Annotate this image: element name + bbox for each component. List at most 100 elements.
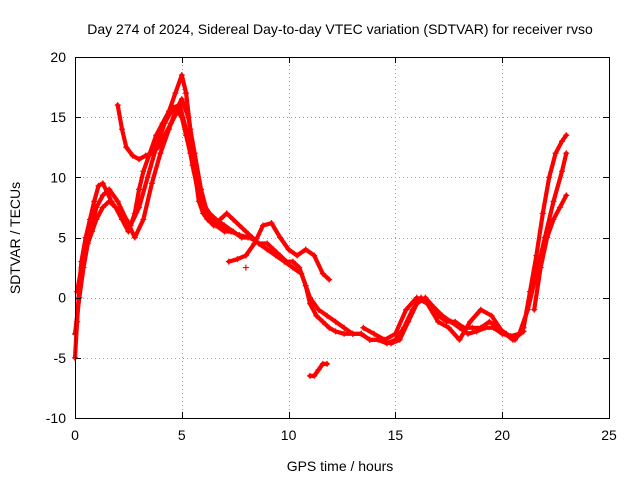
y-tick-label: 0 xyxy=(58,290,66,306)
data-point xyxy=(118,126,125,133)
data-point xyxy=(277,234,284,241)
data-point xyxy=(559,168,566,175)
y-tick-label: -5 xyxy=(54,350,67,366)
data-point xyxy=(456,336,463,343)
data-point xyxy=(142,152,149,159)
y-tick-label: 10 xyxy=(50,169,66,185)
data-point xyxy=(360,324,367,331)
y-tick-label: 5 xyxy=(58,230,66,246)
data-point xyxy=(183,90,190,97)
data-point xyxy=(140,216,147,223)
data-point xyxy=(148,180,155,187)
y-tick-label: 20 xyxy=(50,49,66,65)
data-point xyxy=(482,324,489,331)
series-track-e xyxy=(225,220,333,283)
data-point xyxy=(129,152,136,159)
data-point xyxy=(467,318,474,325)
data-point xyxy=(524,306,531,313)
y-tick-label: 15 xyxy=(50,109,66,125)
data-point xyxy=(341,324,348,331)
data-point xyxy=(422,294,429,301)
data-point xyxy=(477,306,484,313)
series-line xyxy=(361,295,526,342)
data-point xyxy=(439,312,446,319)
x-tick-label: 10 xyxy=(281,427,297,443)
data-point xyxy=(381,336,388,343)
data-point xyxy=(413,294,420,301)
data-point xyxy=(413,300,420,307)
data-point xyxy=(210,220,217,227)
data-point xyxy=(136,156,143,163)
data-point xyxy=(319,318,326,325)
data-point xyxy=(189,162,196,169)
data-point xyxy=(371,330,378,337)
data-point xyxy=(469,324,476,331)
series-line xyxy=(532,193,569,312)
data-point xyxy=(358,330,365,337)
data-point xyxy=(227,228,234,235)
data-point xyxy=(326,276,333,283)
data-point xyxy=(225,258,232,265)
data-point xyxy=(202,210,209,217)
data-point xyxy=(242,252,249,259)
data-point xyxy=(298,270,305,277)
data-point xyxy=(332,328,339,335)
data-point xyxy=(264,240,271,247)
data-point xyxy=(403,306,410,313)
data-point xyxy=(388,340,395,347)
data-point xyxy=(366,336,373,343)
data-point xyxy=(285,246,292,253)
x-tick-label: 25 xyxy=(601,427,617,443)
data-point xyxy=(157,150,164,157)
y-tick-label: -10 xyxy=(46,410,66,426)
x-axis-title: GPS time / hours xyxy=(287,458,394,474)
data-point xyxy=(537,264,544,271)
data-point xyxy=(392,330,399,337)
isolated-point xyxy=(242,264,249,271)
series-track-d xyxy=(74,102,252,295)
data-point xyxy=(546,174,553,181)
axis-ticks: 0 5 10 15 20 25 -10 -5 0 5 10 15 20 xyxy=(46,49,617,443)
data-point xyxy=(161,120,168,127)
data-point xyxy=(172,90,179,97)
data-point xyxy=(76,294,83,301)
data-point xyxy=(118,210,125,217)
data-point xyxy=(313,312,320,319)
data-point xyxy=(236,232,243,239)
data-point xyxy=(324,360,331,367)
data-point xyxy=(95,182,102,189)
data-point xyxy=(272,252,279,259)
data-point xyxy=(473,328,480,335)
data-point xyxy=(112,204,119,211)
data-point xyxy=(106,198,113,205)
data-point xyxy=(424,300,431,307)
data-point xyxy=(178,72,185,79)
data-point xyxy=(144,174,151,181)
data-point xyxy=(153,132,160,139)
data-point xyxy=(131,234,138,241)
data-point xyxy=(99,204,106,211)
data-point xyxy=(268,220,275,227)
data-point xyxy=(550,216,557,223)
data-point xyxy=(563,150,570,157)
data-point xyxy=(319,270,326,277)
data-point xyxy=(550,198,557,205)
data-point xyxy=(223,210,230,217)
chart-title: Day 274 of 2024, Sidereal Day-to-day VTE… xyxy=(87,21,593,37)
data-point xyxy=(93,204,100,211)
data-point xyxy=(140,168,147,175)
data-point xyxy=(136,186,143,193)
data-point xyxy=(531,306,538,313)
data-point xyxy=(509,336,516,343)
data-point xyxy=(78,264,85,271)
data-point xyxy=(490,324,497,331)
data-point xyxy=(153,144,160,151)
data-point xyxy=(332,318,339,325)
data-point xyxy=(106,186,113,193)
data-point xyxy=(236,222,243,229)
data-point xyxy=(99,180,106,187)
data-point xyxy=(93,216,100,223)
data-point xyxy=(289,264,296,271)
x-tick-label: 0 xyxy=(71,427,79,443)
